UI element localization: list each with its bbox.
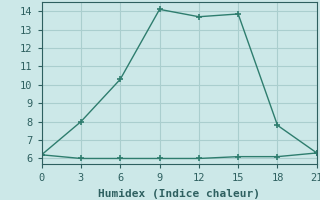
X-axis label: Humidex (Indice chaleur): Humidex (Indice chaleur) xyxy=(98,189,260,199)
